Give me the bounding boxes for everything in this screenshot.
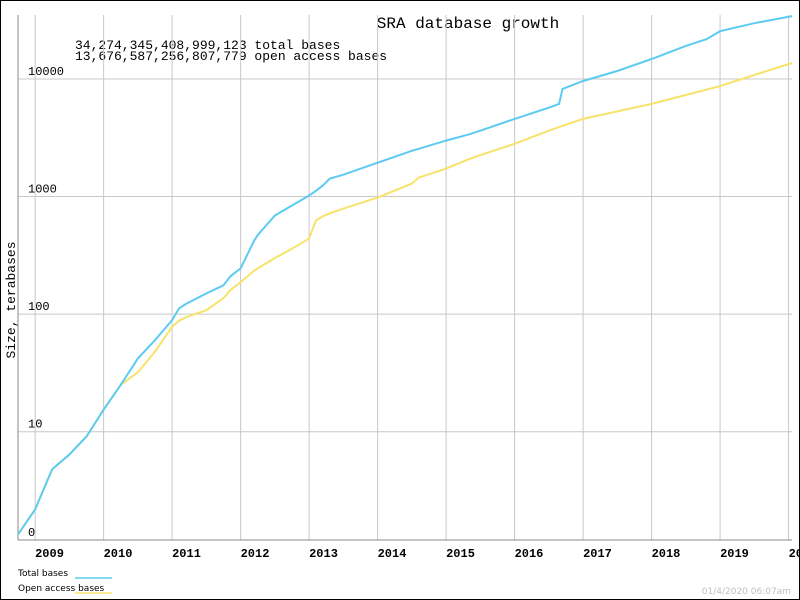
annotation: 13,676,587,256,807,779 open access bases bbox=[75, 49, 387, 64]
x-tick-label: 2011 bbox=[172, 547, 201, 561]
x-tick-label: 2020 bbox=[789, 547, 800, 561]
timestamp: 01/4/2020 06:07am bbox=[702, 587, 791, 597]
y-tick-label: 10000 bbox=[28, 65, 64, 79]
x-tick-label: 2009 bbox=[35, 547, 64, 561]
x-tick-label: 2010 bbox=[104, 547, 133, 561]
y-tick-label: 0 bbox=[28, 526, 35, 540]
y-tick-label: 1000 bbox=[28, 183, 57, 197]
annotation: 34,274,345,408,999,123 total bases bbox=[75, 38, 340, 53]
series-line bbox=[17, 62, 793, 535]
x-tick-label: 2019 bbox=[720, 547, 749, 561]
x-tick-label: 2018 bbox=[652, 547, 681, 561]
legend-label: Total bases bbox=[17, 569, 68, 579]
y-axis-label: Size, terabases bbox=[4, 241, 19, 358]
x-tick-label: 2015 bbox=[446, 547, 475, 561]
x-tick-label: 2012 bbox=[241, 547, 270, 561]
x-tick-label: 2017 bbox=[583, 547, 612, 561]
legend-label: Open access bases bbox=[18, 584, 105, 594]
y-tick-label: 100 bbox=[28, 300, 50, 314]
x-tick-label: 2016 bbox=[515, 547, 544, 561]
series-line bbox=[17, 15, 793, 535]
x-tick-label: 2013 bbox=[309, 547, 338, 561]
x-tick-label: 2014 bbox=[378, 547, 407, 561]
chart-title: SRA database growth bbox=[377, 15, 559, 33]
